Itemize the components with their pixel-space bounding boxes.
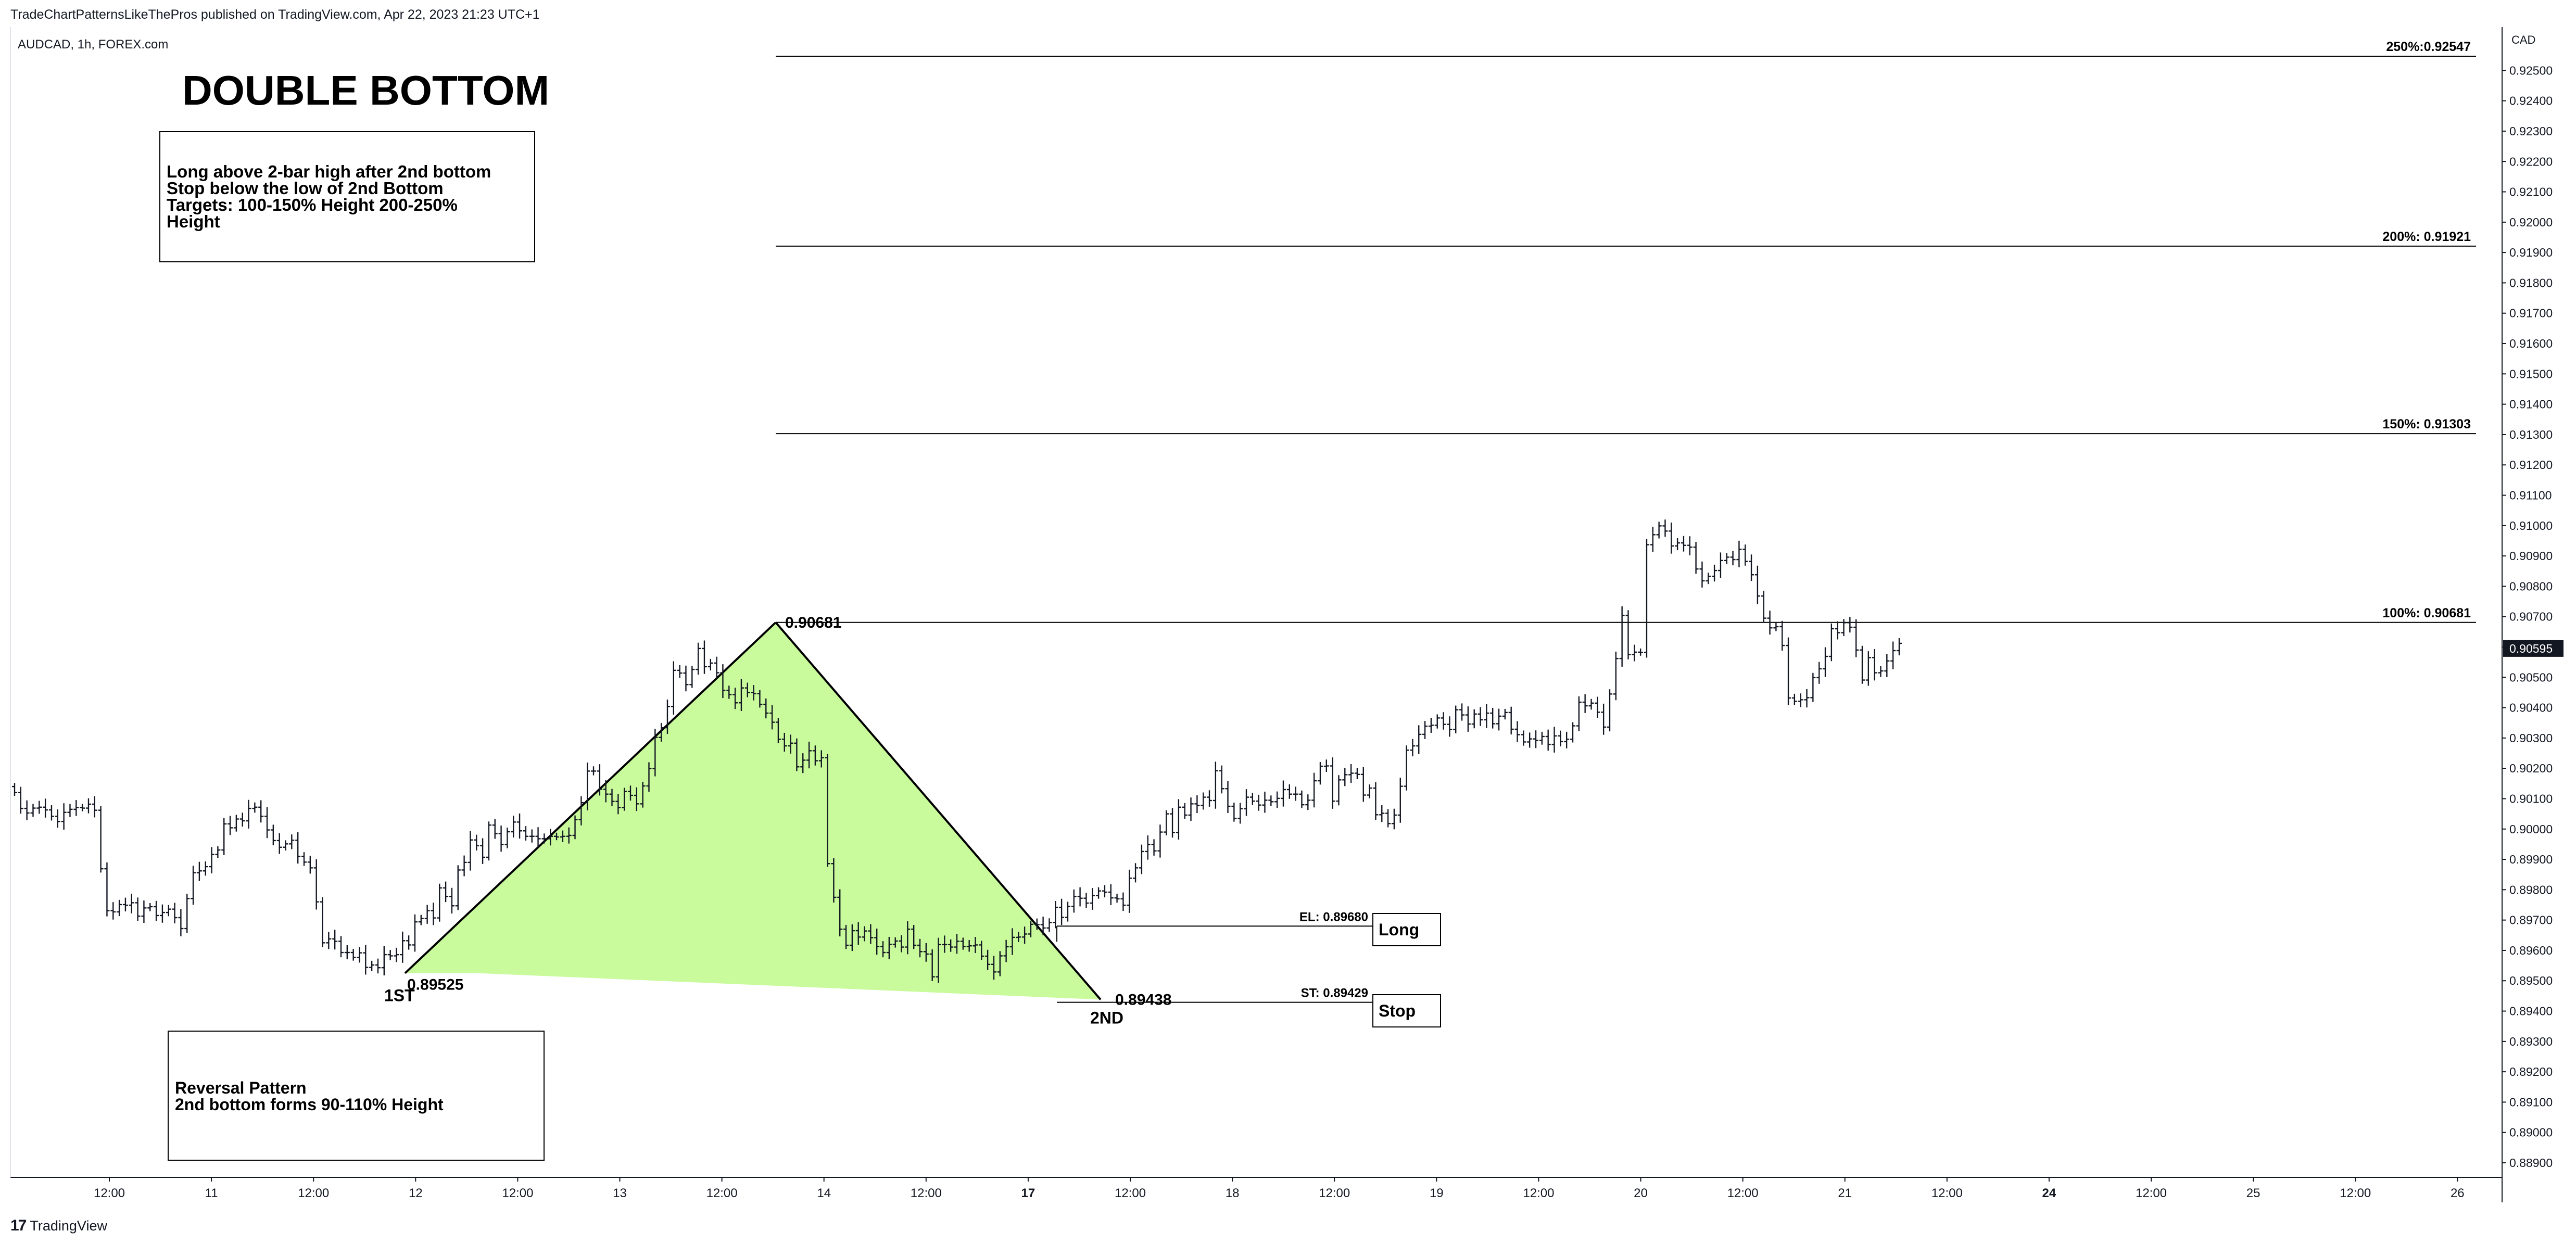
target-label: 100%: 0.90681 (2382, 606, 2471, 620)
price-tick-label: 0.91200 (2509, 458, 2553, 472)
time-tick-label: 12:00 (2136, 1186, 2167, 1200)
axes: 0.92500 0.92400 0.92300 0.92200 0.92100 0.920… (10, 27, 2564, 1202)
first-bottom-label: 1ST (384, 986, 415, 1005)
price-tick-label: 0.92000 (2509, 215, 2553, 229)
price-tick-label: 0.92100 (2509, 185, 2553, 199)
price-tick-label: 0.89000 (2509, 1126, 2553, 1139)
rules-box: Long above 2-bar high after 2nd bottom S… (159, 131, 535, 262)
brand-name: TradingView (30, 1217, 107, 1234)
price-tick-label: 0.89800 (2509, 883, 2553, 896)
chart-labels: 250%:0.92547 200%: 0.91921 150%: 0.91303 10… (384, 40, 2471, 1027)
price-tick-label: 0.90000 (2509, 822, 2553, 836)
price-tick-label: 0.89300 (2509, 1035, 2553, 1048)
info-line: 2nd bottom forms 90-110% Height (175, 1095, 444, 1114)
levels-layer (776, 55, 2476, 1003)
pattern-title: DOUBLE BOTTOM (182, 67, 550, 113)
price-tick-label: 0.91800 (2509, 276, 2553, 289)
time-tick-label: 12:00 (94, 1186, 125, 1200)
price-tick-label: 0.92400 (2509, 94, 2553, 108)
time-tick-label: 12:00 (1931, 1186, 1963, 1200)
last-price-label: 0.90595 (2509, 642, 2553, 655)
price-tick-label: 0.92500 (2509, 64, 2553, 77)
target-label: 150%: 0.91303 (2382, 417, 2471, 431)
time-tick-label: 12:00 (502, 1186, 533, 1200)
time-tick-label: 12:00 (1727, 1186, 1759, 1200)
price-tick-label: 0.90200 (2509, 761, 2553, 775)
price-tick-label: 0.90900 (2509, 549, 2553, 563)
time-tick-label: 12:00 (1523, 1186, 1554, 1200)
price-tick-label: 0.91000 (2509, 519, 2553, 532)
published-line: TradeChartPatternsLikeThePros published … (10, 7, 540, 22)
time-tick-label: 12:00 (1319, 1186, 1350, 1200)
info-box: Reversal Pattern 2nd bottom forms 90-110… (168, 1031, 545, 1161)
neckline-price: 0.90681 (785, 614, 841, 631)
price-tick-label: 0.90300 (2509, 731, 2553, 745)
price-tick-label: 0.89100 (2509, 1095, 2553, 1109)
time-tick-label: 14 (817, 1186, 831, 1200)
rules-line: Stop below the low of 2nd Bottom (167, 179, 444, 198)
time-tick-label: 20 (1634, 1186, 1648, 1200)
target-label: 200%: 0.91921 (2382, 230, 2471, 244)
time-tick-label: 12:00 (706, 1186, 738, 1200)
price-tick-label: 0.88900 (2509, 1156, 2553, 1170)
rules-line: Targets: 100-150% Height 200-250% (167, 195, 458, 214)
tradingview-logo-icon: 17 (10, 1217, 27, 1234)
time-tick-label: 25 (2246, 1186, 2261, 1200)
price-tick-label: 0.91600 (2509, 337, 2553, 350)
pattern-layer (404, 621, 1102, 1000)
time-tick-label: 12:00 (2340, 1186, 2371, 1200)
time-tick-label: 12:00 (1115, 1186, 1146, 1200)
price-tick-label: 0.90100 (2509, 792, 2553, 805)
time-tick-label: 12:00 (911, 1186, 942, 1200)
time-tick-label: 12:00 (298, 1186, 329, 1200)
second-bottom-price: 0.89438 (1115, 991, 1171, 1008)
long-tag: Long (1372, 913, 1441, 946)
price-tick-label: 0.92200 (2509, 155, 2553, 168)
time-tick-label: 17 (1021, 1186, 1036, 1200)
price-tick-label: 0.90400 (2509, 701, 2553, 715)
time-tick-label: 11 (205, 1186, 218, 1200)
price-tick-label: 0.90800 (2509, 579, 2553, 593)
price-tick-label: 0.91400 (2509, 398, 2553, 411)
price-bars (12, 519, 1902, 983)
price-tick-label: 0.89400 (2509, 1005, 2553, 1018)
time-tick-label: 18 (1226, 1186, 1240, 1200)
pattern-left-leg (404, 621, 777, 974)
second-bottom-label: 2ND (1090, 1008, 1123, 1027)
price-scale-currency: CAD (2511, 33, 2536, 46)
stop-tag: Stop (1372, 994, 1441, 1027)
time-tick-label: 13 (613, 1186, 627, 1200)
time-tick-label: 21 (1838, 1186, 1852, 1200)
pattern-right-leg (775, 621, 1102, 1000)
target-label: 250%:0.92547 (2386, 40, 2471, 54)
tradingview-brand[interactable]: 17 TradingView (10, 1217, 107, 1235)
entry-label: EL: 0.89680 (1299, 910, 1368, 924)
rules-line: Height (167, 212, 220, 231)
price-tick-label: 0.92300 (2509, 124, 2553, 138)
price-tick-label: 0.90700 (2509, 610, 2553, 624)
price-tick-label: 0.91100 (2509, 489, 2552, 502)
price-tick-label: 0.89500 (2509, 974, 2553, 987)
time-tick-label: 26 (2451, 1186, 2465, 1200)
pattern-fill (405, 622, 1101, 1000)
price-tick-label: 0.91700 (2509, 307, 2553, 320)
price-tick-label: 0.91500 (2509, 367, 2553, 380)
price-tick-label: 0.91900 (2509, 246, 2553, 259)
time-tick-label: 12 (409, 1186, 423, 1200)
info-line: Reversal Pattern (175, 1078, 307, 1097)
price-tick-label: 0.89200 (2509, 1065, 2553, 1078)
symbol-line: AUDCAD, 1h, FOREX.com (18, 37, 169, 52)
first-bottom-price: 0.89525 (407, 976, 463, 994)
price-tick-label: 0.89900 (2509, 853, 2553, 866)
last-price-badge (2503, 640, 2564, 657)
price-tick-label: 0.89700 (2509, 913, 2553, 927)
rules-line: Long above 2-bar high after 2nd bottom (167, 162, 491, 181)
price-tick-label: 0.89600 (2509, 944, 2553, 957)
price-tick-label: 0.91300 (2509, 428, 2553, 441)
price-tick-label: 0.90500 (2509, 670, 2553, 684)
time-tick-label: 19 (1430, 1186, 1444, 1200)
time-tick-label: 24 (2042, 1186, 2056, 1200)
stop-label: ST: 0.89429 (1301, 986, 1368, 1000)
